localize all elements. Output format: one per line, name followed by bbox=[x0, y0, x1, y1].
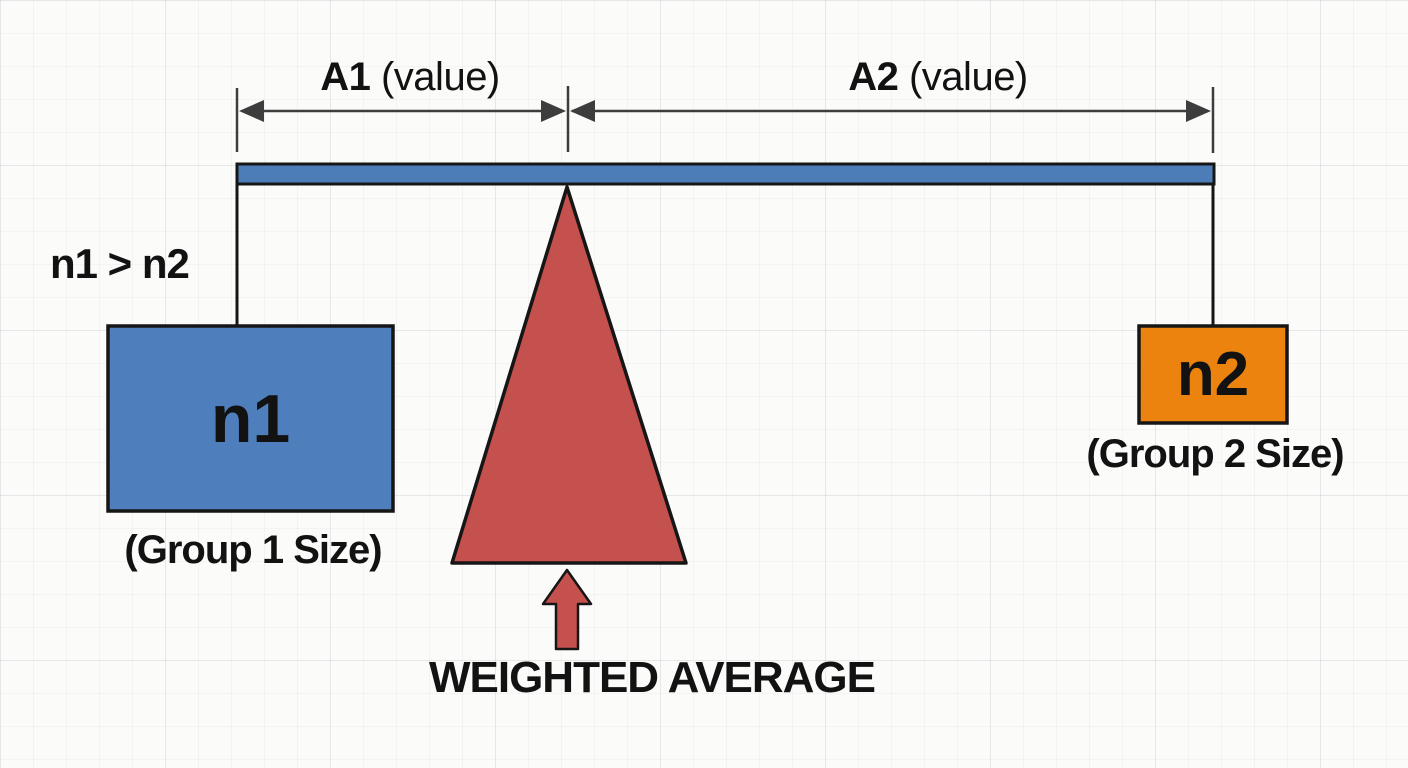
a2-dimension-label: A2 (value) bbox=[848, 57, 1028, 97]
arrowhead-a2-right-icon bbox=[1186, 100, 1211, 122]
a1-dimension-label: A1 (value) bbox=[320, 57, 500, 97]
weighted-average-caption: WEIGHTED AVERAGE bbox=[428, 653, 876, 702]
a1-label-bold: A1 bbox=[320, 55, 371, 99]
group2-value-label: n2 bbox=[1176, 340, 1250, 409]
a1-label-rest: (value) bbox=[370, 55, 500, 99]
arrowhead-a1-left-icon bbox=[239, 100, 264, 122]
balance-beam bbox=[235, 162, 1216, 186]
group1-caption: (Group 1 Size) bbox=[124, 528, 382, 572]
a2-label-rest: (value) bbox=[898, 55, 1028, 99]
arrowhead-a1-right-icon bbox=[541, 100, 566, 122]
arrowhead-a2-left-icon bbox=[570, 100, 595, 122]
group2-box bbox=[1137, 324, 1289, 425]
group1-box bbox=[106, 324, 395, 513]
up-arrow-icon bbox=[541, 568, 593, 651]
fulcrum-triangle bbox=[450, 185, 688, 565]
a2-label-bold: A2 bbox=[848, 55, 899, 99]
group1-value-label: n1 bbox=[210, 380, 291, 457]
group2-caption: (Group 2 Size) bbox=[1086, 432, 1344, 476]
inequality-label: n1 > n2 bbox=[50, 240, 190, 287]
